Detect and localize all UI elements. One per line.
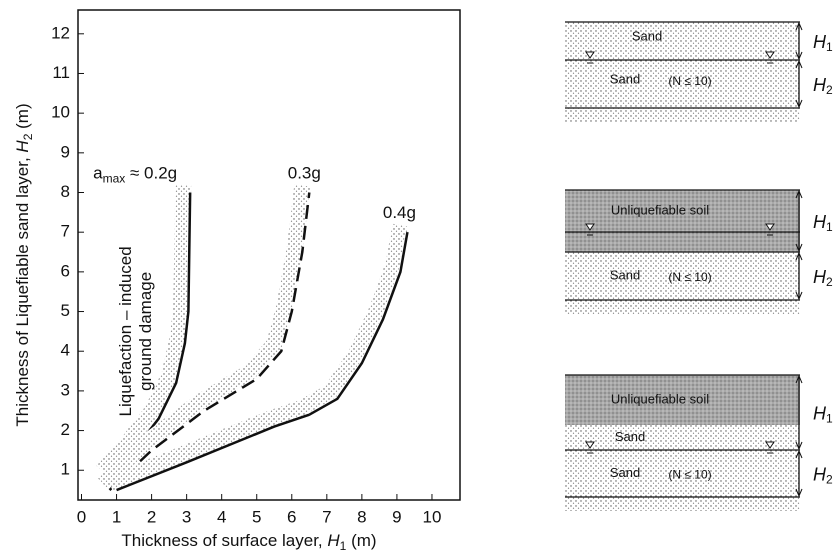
y-tick-label: 11 (52, 63, 70, 82)
series-name: 0.2g (144, 164, 177, 183)
annotation-line: Liquefaction – induced (117, 246, 136, 416)
series-label: amax ≈ 0.2g (93, 164, 177, 186)
dimension-sub: 2 (826, 473, 833, 487)
layer-label: Unliquefiable soil (611, 202, 709, 217)
unliquefiable-layer (565, 190, 800, 252)
dimension-var: H (813, 464, 827, 484)
dimension-label: H1 (813, 403, 833, 425)
dimension-sub: 1 (826, 40, 833, 54)
y-axis-title-unit: (m) (13, 103, 32, 133)
dimension-label: H2 (813, 267, 833, 289)
condition-label: (N ≤ 10) (668, 270, 711, 284)
y-tick-label: 10 (51, 103, 70, 122)
series-name: 0.4g (383, 204, 416, 223)
annotation: Liquefaction – inducedground damage (117, 246, 156, 416)
x-tick-label: 6 (287, 507, 296, 526)
dimension-sub: 2 (826, 275, 833, 289)
series-label: 0.3g (288, 164, 321, 183)
y-tick-label: 7 (61, 222, 70, 241)
y-axis-title-text: Thickness of Liquefiable sand layer, (13, 153, 32, 427)
x-tick-label: 9 (392, 507, 401, 526)
dimension-sub: 1 (826, 412, 833, 426)
dimension-var: H (813, 75, 827, 95)
condition-label: (N ≤ 10) (668, 74, 711, 88)
dimension-label: H1 (813, 32, 833, 54)
dimension-var: H (813, 403, 827, 423)
x-tick-label: 1 (112, 507, 121, 526)
figure: 123456789101112012345678910Thickness of … (0, 0, 836, 558)
layer-label: Sand (632, 28, 662, 43)
layer-label: Sand (615, 429, 645, 444)
amax-sub: max (103, 172, 126, 186)
y-tick-label: 12 (51, 23, 70, 42)
y-axis-title-var: H (13, 140, 32, 153)
dimension-var: H (813, 32, 827, 52)
x-axis-title: Thickness of surface layer, H1 (m) (121, 531, 376, 553)
x-tick-label: 3 (182, 507, 191, 526)
x-tick-label: 8 (357, 507, 366, 526)
y-tick-label: 1 (61, 460, 70, 479)
page: 123456789101112012345678910Thickness of … (0, 0, 836, 558)
layer-label: Sand (610, 71, 640, 86)
annotation-line: ground damage (137, 272, 156, 391)
dimension-label: H2 (813, 464, 833, 486)
x-axis-title-text: Thickness of surface layer, (121, 531, 327, 550)
x-axis-title-unit: (m) (346, 531, 376, 550)
layer-label: Sand (610, 465, 640, 480)
x-tick-label: 10 (423, 507, 442, 526)
y-tick-label: 4 (61, 341, 70, 360)
dimension-sub: 2 (826, 83, 833, 97)
y-tick-label: 9 (61, 142, 70, 161)
y-tick-label: 2 (61, 420, 70, 439)
condition-label: (N ≤ 10) (668, 468, 711, 482)
layer-label: Sand (610, 267, 640, 282)
x-tick-label: 5 (252, 507, 261, 526)
dimension-var: H (813, 267, 827, 287)
series-label: 0.4g (383, 204, 416, 223)
x-tick-label: 4 (217, 507, 226, 526)
layer-label: Unliquefiable soil (611, 391, 709, 406)
dimension-var: H (813, 212, 827, 232)
x-tick-label: 7 (322, 507, 331, 526)
dimension-label: H2 (813, 75, 833, 97)
sand-layer (565, 22, 800, 122)
y-tick-label: 3 (61, 380, 70, 399)
series-name: 0.3g (288, 164, 321, 183)
y-tick-label: 8 (61, 182, 70, 201)
y-tick-label: 5 (61, 301, 70, 320)
y-axis-title: Thickness of Liquefiable sand layer, H2 … (13, 103, 35, 426)
dimension-label: H1 (813, 212, 833, 234)
dimension-sub: 1 (826, 220, 833, 234)
x-axis-title-var: H (327, 531, 340, 550)
amax-sign: ≈ (125, 164, 144, 183)
x-tick-label: 0 (77, 507, 86, 526)
y-tick-label: 6 (61, 261, 70, 280)
x-tick-label: 2 (147, 507, 156, 526)
